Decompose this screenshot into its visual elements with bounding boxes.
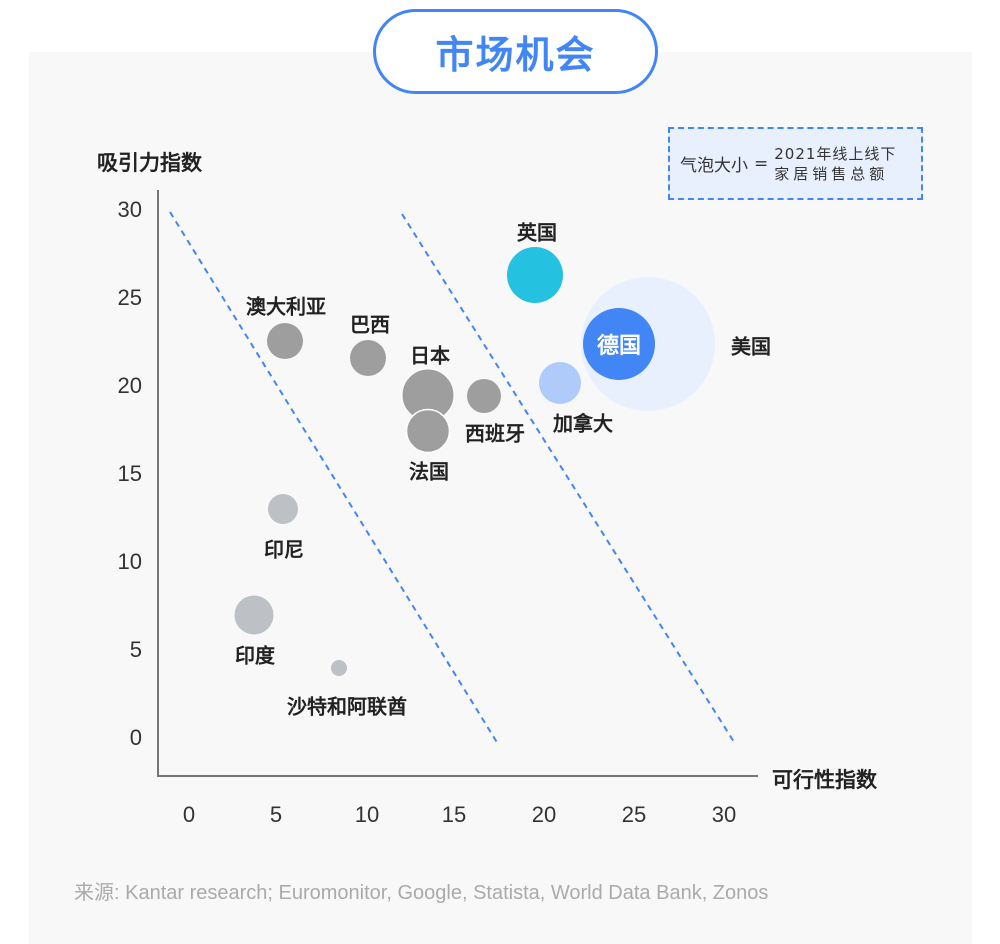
x-tick: 15 (441, 802, 467, 827)
label-usa: 美国 (731, 334, 771, 359)
x-tick: 5 (269, 802, 283, 827)
label-france: 法国 (409, 459, 449, 484)
label-india: 印度 (235, 643, 275, 668)
page-title: 市场机会 (373, 9, 658, 94)
y-tick: 5 (129, 637, 142, 662)
label-spain: 西班牙 (465, 421, 525, 446)
label-japan: 日本 (410, 343, 450, 368)
bubble-brazil[interactable] (350, 340, 386, 376)
bubble-spain[interactable] (467, 379, 501, 413)
bubble-germany[interactable] (583, 308, 655, 380)
bubble-indonesia[interactable] (268, 494, 298, 524)
bubble-australia[interactable] (267, 323, 303, 359)
x-axis-title: 可行性指数 (772, 768, 877, 792)
label-indonesia: 印尼 (264, 537, 304, 562)
label-germany: 德国 (596, 334, 642, 359)
y-tick: 0 (129, 725, 142, 750)
bubble-uk[interactable] (507, 247, 563, 303)
dashed-guide-line-left (169, 211, 499, 745)
bubble-size-legend: 气泡大小 = 2021年线上线下 家居销售总额 (668, 127, 923, 200)
x-tick: 30 (711, 802, 737, 827)
x-tick: 20 (531, 802, 557, 827)
bubble-saudi-uae[interactable] (331, 660, 347, 676)
y-tick: 10 (117, 549, 142, 574)
label-canada: 加拿大 (553, 411, 613, 436)
legend-value: 2021年线上线下 家居销售总额 (774, 144, 896, 184)
label-australia: 澳大利亚 (246, 294, 326, 319)
y-tick: 25 (117, 285, 142, 310)
bubble-india[interactable] (234, 595, 274, 635)
label-uk: 英国 (517, 220, 557, 245)
legend-key: 气泡大小 (680, 156, 748, 176)
dashed-guide-line-right (401, 213, 735, 743)
x-tick: 0 (182, 802, 196, 827)
label-saudi-uae: 沙特和阿联酋 (287, 694, 407, 719)
y-tick: 15 (117, 461, 142, 486)
bubble-france[interactable] (405, 408, 451, 454)
legend-value-line2: 家居销售总额 (774, 164, 889, 183)
bubble-canada[interactable] (539, 362, 581, 404)
x-tick: 25 (621, 802, 647, 827)
title-text: 市场机会 (435, 33, 596, 77)
source-note: 来源: Kantar research; Euromonitor, Google… (74, 882, 769, 904)
y-tick: 30 (117, 197, 142, 222)
y-tick: 20 (117, 373, 142, 398)
chart-panel (29, 52, 972, 944)
y-axis-title: 吸引力指数 (97, 151, 202, 175)
label-brazil: 巴西 (350, 312, 390, 337)
legend-value-line1: 2021年线上线下 (774, 144, 897, 163)
legend-equals: = (754, 153, 769, 174)
x-tick: 10 (354, 802, 380, 827)
